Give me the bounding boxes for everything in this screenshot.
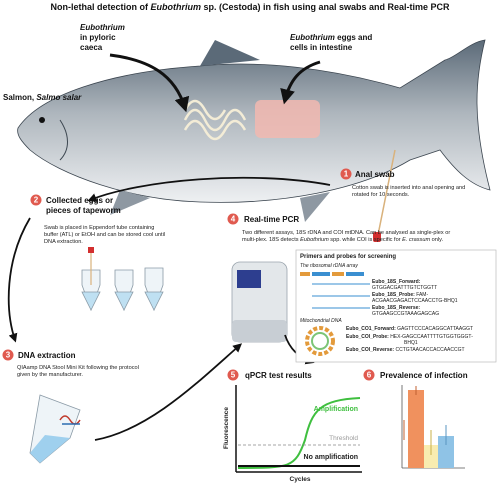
- arrow: [87, 176, 331, 202]
- prevalence-graphic: [401, 385, 465, 469]
- text-segment: Eubothrium: [290, 33, 335, 42]
- group-label: Mitochondrial DNA: [300, 318, 342, 324]
- intestine-label: Eubothrium eggs and: [290, 33, 372, 42]
- text-segment: Eubothrium: [300, 237, 329, 243]
- step-number: 1: [344, 170, 349, 179]
- step-title: Real-time PCR: [244, 215, 299, 224]
- step-description: buffer (ATL) or EtOH and can be stored c…: [44, 232, 165, 238]
- primer-sequence: BHQ1: [404, 340, 418, 346]
- text-segment: Eubo_COI_Probe:: [346, 334, 389, 340]
- primer-name: Eubo_18S_Forward:: [372, 279, 421, 285]
- step-number: 5: [231, 371, 236, 380]
- intestine-label: cells in intestine: [290, 43, 353, 52]
- step-number: 2: [34, 196, 39, 205]
- text-segment: Eubo_COI_Reverse:: [346, 347, 394, 353]
- text-segment: spp. while COI is specific for: [329, 237, 402, 243]
- text-segment: Eubothrium: [150, 2, 201, 12]
- step-badge: [30, 194, 42, 206]
- tubes: [81, 247, 164, 312]
- step-description: DNA extraction.: [44, 239, 83, 245]
- step-title: DNA extraction: [18, 351, 76, 360]
- extraction-tube: [29, 394, 81, 464]
- step-number: 3: [6, 351, 11, 360]
- curve-label: No amplification: [304, 454, 358, 461]
- text-segment: CCTGTAACACCACCAACCGT: [395, 347, 464, 353]
- text-segment: multi-plex. 18S detects: [242, 237, 300, 243]
- x-axis-label: Cycles: [290, 476, 311, 483]
- primer-name: Eubo_18S_Reverse:: [372, 305, 420, 311]
- text-segment: Salmon,: [3, 93, 36, 102]
- step-badge: [363, 369, 375, 381]
- primers-panel: Primers and probes for screening The rib…: [295, 249, 497, 363]
- title: Non-lethal detection of Eubothrium sp. (…: [50, 2, 450, 12]
- pcr-machine: [231, 261, 288, 343]
- text-segment: eggs and: [335, 33, 372, 42]
- qpcr-graph: [235, 385, 362, 473]
- y-axis-label: Fluorescence: [223, 407, 230, 449]
- text-segment: Eubo_18S_Probe:: [372, 292, 415, 298]
- step-description: Cotton swab is inserted into anal openin…: [352, 185, 465, 191]
- text-segment: Salmo salar: [36, 93, 82, 102]
- step-description: Swab is placed in Eppendorf tube contain…: [44, 225, 154, 231]
- caeca-label: caeca: [80, 43, 103, 52]
- step-description: rotated for 10 seconds.: [352, 192, 410, 198]
- arrow: [94, 343, 243, 441]
- text-segment: only.: [430, 237, 443, 243]
- panel-heading: Primers and probes for screening: [300, 254, 396, 260]
- primer-name: Eubo_COI_Probe: HEX-GAGCCAATTTTGTGGTGGGT…: [346, 334, 473, 340]
- arrow: [109, 53, 190, 113]
- step-badge: [2, 349, 14, 361]
- arrow: [7, 217, 31, 343]
- step-badge: [227, 369, 239, 381]
- species-label: Salmon, Salmo salar: [3, 93, 82, 102]
- step-title: pieces of tapeworm: [46, 206, 121, 215]
- caeca-label: in pyloric: [80, 33, 116, 42]
- step-number: 4: [231, 215, 236, 224]
- step-number: 6: [367, 371, 372, 380]
- step-title: qPCR test results: [245, 371, 312, 380]
- step-description: given by the manufacturer.: [17, 372, 83, 378]
- step-description: Two different assays, 18S rDNA and COI m…: [242, 230, 450, 236]
- step-badge: [227, 213, 239, 225]
- primer-name: Eubo_COI_Reverse: CCTGTAACACCACCAACCGT: [346, 347, 465, 353]
- step-description: QIAamp DNA Stool Mini Kit following the …: [17, 365, 139, 371]
- text-segment: Eubo_CO1_Forward:: [346, 326, 396, 332]
- step-badge: [340, 168, 352, 180]
- step-title: Prevalence of infection: [380, 371, 468, 380]
- primer-sequence: GTGAAGCCGTAAAGAGCAG: [372, 311, 439, 317]
- curve-label: Threshold: [329, 435, 358, 442]
- text-segment: HEX-GAGCCAATTTTGTGGTGGGT-: [390, 334, 473, 340]
- primer-name: Eubo_18S_Probe: FAM-: [372, 292, 428, 298]
- primer-name: Eubo_CO1_Forward: GAGTTCCCACAGGCATTAAGGT: [346, 326, 473, 332]
- text-segment: FAM-: [416, 292, 428, 298]
- text-segment: Non-lethal detection of: [50, 2, 150, 12]
- primer-sequence: GTGGACGATTTGTCTGGTT: [372, 285, 437, 291]
- text-segment: GAGTTCCCACAGGCATTAAGGT: [397, 326, 473, 332]
- step-title: Collected eggs or: [46, 196, 113, 205]
- primer-sequence: ACGAACGAGACTCCAACCTG-BHQ1: [372, 298, 458, 304]
- text-segment: sp. (Cestoda) in fish using anal swabs a…: [201, 2, 450, 12]
- caeca-label: Eubothrium: [80, 23, 125, 32]
- curve-label: Amplification: [314, 406, 358, 413]
- step-title: Anal swab: [355, 170, 395, 179]
- arrow: [280, 60, 321, 105]
- text-segment: E. crassum: [402, 237, 430, 243]
- group-label: The ribosomal rDNA array: [300, 263, 358, 269]
- step-description: multi-plex. 18S detects Eubothrium spp. …: [242, 237, 444, 243]
- salmon-illustration: [17, 39, 491, 242]
